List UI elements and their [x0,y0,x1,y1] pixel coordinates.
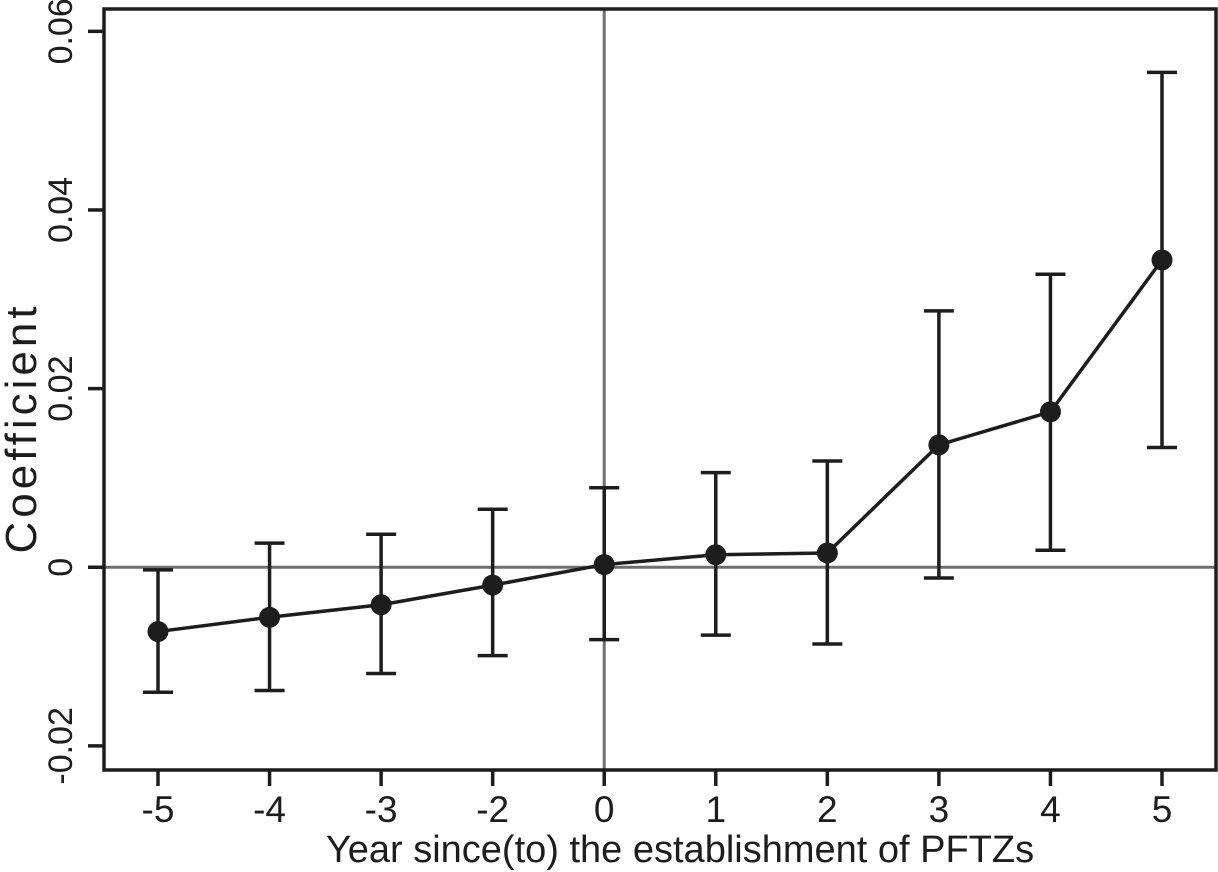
data-point-marker [593,554,615,576]
x-tick-label: -2 [476,789,509,830]
y-tick-label: -0.02 [42,707,80,785]
coefficient-series-line [157,258,1164,634]
data-point-marker [705,544,727,566]
y-tick-label: 0.02 [42,356,80,422]
x-tick-label: 0 [594,789,615,830]
x-tick-label: 4 [1040,789,1061,830]
x-tick-label: 1 [705,789,726,830]
data-point-marker [816,542,838,564]
data-point-marker [147,621,169,643]
confidence-interval-error-bars [143,70,1177,695]
x-tick-label: 2 [817,789,838,830]
x-tick-label: 3 [929,789,950,830]
x-axis: -5 -4 -3 -2 0 1 2 3 4 5 [142,770,1173,830]
data-point-marker [482,574,504,596]
y-axis-title: Coefficient [0,302,46,553]
x-tick-label: -4 [253,789,286,830]
data-point-marker [259,606,281,628]
data-point-markers [147,249,1173,643]
data-point-marker [1151,249,1173,271]
data-point-marker [370,594,392,616]
y-tick-label: 0.06 [42,0,80,64]
data-point-marker [928,434,950,456]
x-tick-label: 5 [1152,789,1173,830]
y-tick-label: 0.04 [42,177,80,243]
x-tick-label: -5 [142,789,175,830]
plot-frame [102,7,1218,772]
x-tick-label: -3 [365,789,398,830]
data-point-marker [1039,401,1061,423]
y-axis: -0.02 0 0.02 0.04 0.06 [42,0,104,785]
y-tick-label: 0 [42,558,80,577]
x-axis-title: Year since(to) the establishment of PFTZ… [326,829,1034,871]
